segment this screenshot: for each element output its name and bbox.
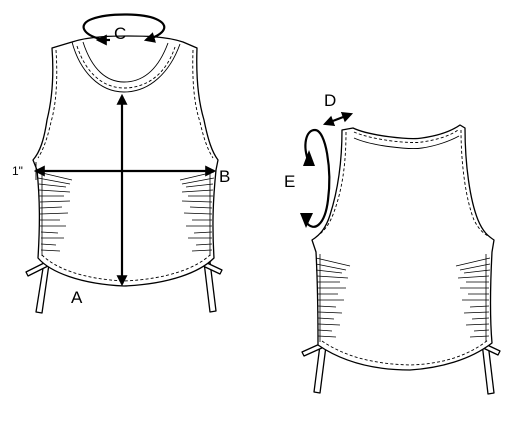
label-a: A [71, 288, 83, 307]
label-b: B [219, 167, 230, 186]
label-e: E [284, 172, 295, 191]
front-neckline-stitch [76, 45, 176, 89]
back-left-gathers [315, 254, 351, 342]
shoulder-arrow [322, 112, 354, 126]
label-one-inch: 1" [12, 164, 23, 178]
armhole-arrow [300, 128, 331, 228]
neck-circumference-arrow [82, 13, 166, 46]
back-right-gathers [455, 254, 491, 342]
front-neckline-outer [71, 41, 181, 93]
label-c: C [114, 24, 126, 43]
back-hem-stitch [321, 339, 489, 366]
front-view [25, 13, 223, 314]
front-left-drawstring [25, 261, 50, 314]
front-left-armhole-stitch [37, 49, 58, 159]
back-neckline-stitch [353, 129, 459, 143]
back-left-drawstring [301, 342, 327, 394]
front-right-gathers [179, 168, 215, 256]
back-right-armhole-stitch [460, 129, 491, 238]
front-right-armhole-stitch [192, 49, 214, 159]
front-body-outline [32, 35, 219, 287]
back-view [300, 112, 501, 395]
label-d: D [324, 91, 336, 110]
front-right-drawstring [202, 261, 223, 313]
back-body-outline [311, 124, 495, 371]
back-right-drawstring [480, 342, 501, 395]
